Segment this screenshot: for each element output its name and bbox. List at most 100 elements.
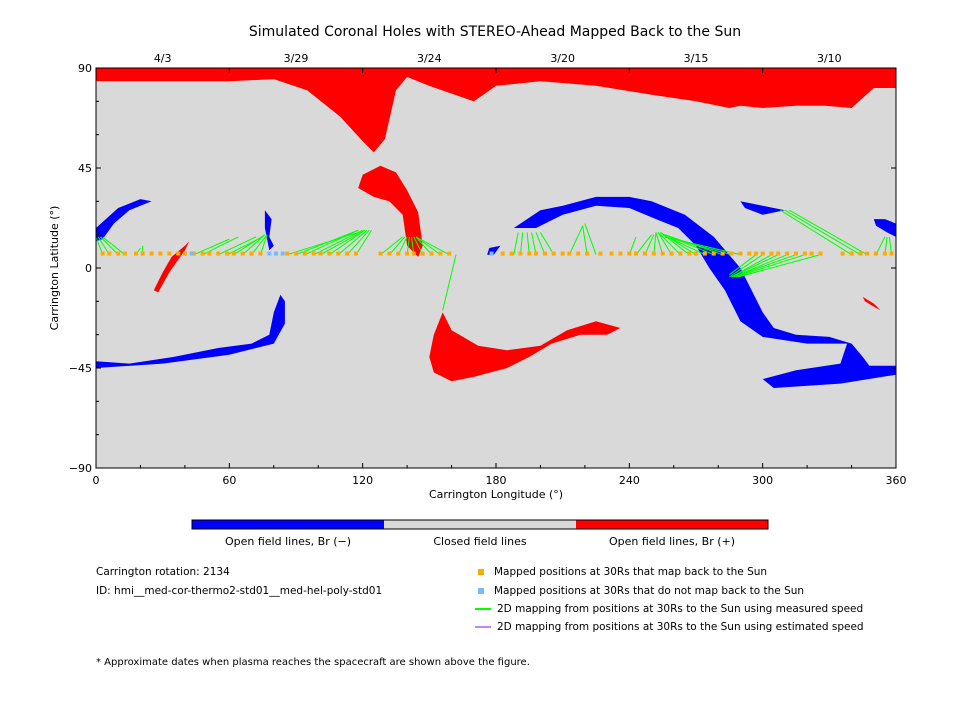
date-tick-label: 4/3 (154, 52, 172, 65)
measured-mapping-line (635, 234, 652, 255)
mapped-point (809, 251, 814, 256)
positive-coronal-hole-4 (153, 241, 190, 293)
colorbar: Open field lines, Br (−) Closed field li… (191, 519, 769, 548)
mapped-point (438, 251, 443, 256)
mapped-point (760, 251, 765, 256)
purple-line-icon (475, 626, 491, 628)
colorbar-positive (576, 520, 768, 529)
mapped-point (231, 251, 236, 256)
mapped-point (840, 251, 845, 256)
mapped-point (567, 251, 572, 256)
legend-label-estimated: 2D mapping from positions at 30Rs to the… (497, 621, 864, 633)
y-axis-label: Carrington Latitude (°) (48, 206, 61, 331)
model-id-text: ID: hmi__med-cor-thermo2-std01__med-hel-… (96, 585, 383, 597)
x-tick-label: 60 (222, 474, 236, 487)
measured-mapping-line (657, 232, 681, 256)
measured-mapping-line (657, 232, 672, 255)
mapped-point (285, 251, 290, 256)
x-tick-label: 240 (619, 474, 640, 487)
mapped-point (576, 251, 581, 256)
mapped-point (200, 251, 205, 256)
plot-area (95, 67, 897, 469)
measured-mapping-line (653, 232, 657, 255)
measured-mapping-line (380, 236, 403, 256)
mapped-point (447, 251, 452, 256)
mapped-point (858, 251, 863, 256)
measured-mapping-line (784, 209, 861, 256)
mapped-point (354, 251, 358, 256)
measured-mapping-line (729, 254, 757, 276)
mapped-point (609, 251, 614, 256)
mapped-point (627, 251, 632, 256)
mapped-point (802, 251, 807, 256)
x-tick-label: 180 (486, 474, 507, 487)
negative-coronal-hole-10 (740, 201, 785, 215)
negative-coronal-hole-12 (264, 210, 274, 251)
mapped-point (669, 251, 674, 256)
mapped-point (754, 251, 758, 256)
mapped-point (294, 251, 298, 256)
positive-coronal-hole-0 (96, 68, 896, 153)
chart-title: Simulated Coronal Holes with STEREO-Ahea… (249, 24, 741, 40)
mapped-point (651, 251, 656, 256)
mapped-point (747, 251, 752, 256)
measured-mapping-line (535, 232, 546, 255)
mapped-point (642, 251, 647, 256)
mapped-point (122, 251, 127, 256)
measured-mapping-line (582, 225, 588, 255)
mapped-point (182, 251, 187, 256)
y-tick-label: 0 (85, 262, 92, 275)
measured-mapping-line (320, 229, 366, 256)
y-tick-label: 90 (78, 62, 92, 75)
measured-mapping-line (415, 236, 432, 255)
mapped-point (167, 251, 172, 256)
y-axis-ticks: 90 45 0 −45 −90 (69, 62, 896, 475)
orange-square-icon (478, 569, 484, 575)
measured-mapping-line (102, 236, 126, 256)
measured-mapping-line (731, 254, 779, 278)
mapped-point (396, 251, 401, 256)
measured-mapping-line (531, 232, 537, 255)
colorbar-closed (384, 520, 576, 529)
mapped-points (100, 251, 894, 256)
mapped-point (387, 251, 392, 256)
footnote: * Approximate dates when plasma reaches … (96, 657, 530, 668)
measured-mapping-line (233, 234, 266, 256)
mapped-point (149, 251, 154, 256)
x-tick-label: 0 (93, 474, 100, 487)
y-tick-label: 45 (78, 162, 92, 175)
mapped-point (258, 251, 263, 256)
unmapped-point (280, 251, 285, 256)
mapped-point (711, 251, 716, 256)
mapped-point (527, 251, 532, 256)
unmapped-point (274, 251, 278, 256)
mapped-point (518, 251, 523, 256)
mapped-point (140, 251, 145, 256)
measured-mapping-line (526, 232, 530, 255)
measured-mapping-line (442, 254, 457, 311)
measured-mapping-line (251, 234, 268, 255)
mapped-point (882, 251, 887, 256)
positive-coronal-hole-3 (429, 312, 621, 382)
mapped-point (769, 251, 774, 256)
unmapped-point (489, 251, 494, 256)
mapped-point (560, 251, 565, 256)
measured-mapping-line (388, 236, 406, 255)
mapped-point (738, 251, 743, 256)
measured-mapping-line (313, 229, 363, 256)
date-tick-label: 3/10 (817, 52, 842, 65)
legend-item-measured: 2D mapping from positions at 30Rs to the… (475, 603, 863, 615)
measured-mapping-line (295, 229, 359, 256)
y-tick-label: −45 (69, 362, 92, 375)
mapped-point (225, 251, 230, 256)
x-tick-label: 120 (352, 474, 373, 487)
mapped-point (678, 251, 683, 256)
mapped-point (345, 251, 350, 256)
measured-mapping-line (519, 232, 524, 255)
unmapped-point (189, 251, 194, 256)
mapped-point (411, 251, 416, 256)
measured-mapping-line (729, 254, 763, 278)
measured-mapping-line (218, 236, 257, 256)
mapped-point (134, 251, 138, 256)
mapped-point (420, 251, 425, 256)
